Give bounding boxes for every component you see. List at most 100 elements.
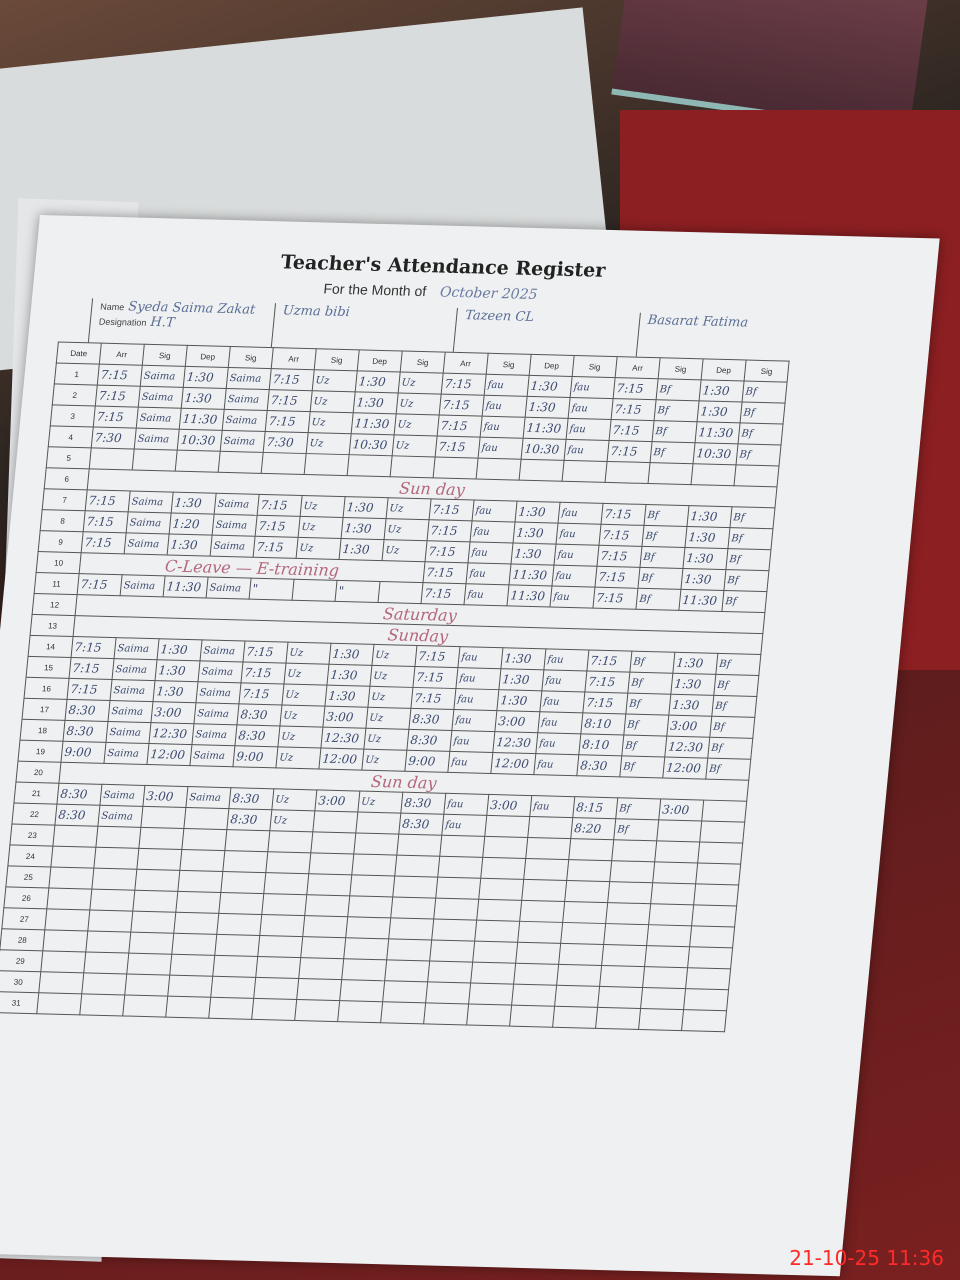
signature-cell: fau [441, 814, 487, 837]
time-cell: 1:30 [353, 391, 399, 414]
time-cell: 7:15 [437, 415, 483, 438]
time-cell [130, 911, 176, 934]
signature-cell: fau [478, 437, 524, 460]
time-cell: 7:15 [69, 657, 115, 680]
time-cell: 7:15 [609, 419, 655, 442]
time-cell: 12:00 [146, 743, 192, 766]
date-cell: 5 [46, 446, 92, 469]
time-cell: 8:30 [236, 703, 282, 726]
time-cell: 11:30 [508, 563, 554, 587]
signature-cell: Bf [705, 758, 751, 781]
time-cell [482, 836, 528, 859]
header-arr: Arr [443, 352, 489, 375]
signature-cell [263, 872, 309, 895]
signature-cell: Uz [312, 369, 358, 392]
time-cell [552, 1006, 598, 1029]
month-label: For the Month of [322, 280, 428, 300]
signature-cell [89, 889, 135, 912]
signature-cell: Uz [361, 749, 407, 772]
time-cell: 12:00 [490, 752, 536, 775]
time-cell: 8:30 [54, 804, 100, 827]
time-cell [132, 890, 178, 913]
signature-cell [429, 940, 475, 963]
signature-cell: Uz [285, 642, 331, 665]
time-cell: 7:15 [67, 678, 113, 701]
time-cell [433, 456, 479, 480]
signature-cell: fau [472, 499, 518, 523]
time-cell [138, 827, 184, 850]
signature-cell: Saima [189, 744, 235, 767]
signature-cell: Uz [384, 518, 430, 541]
signature-cell [183, 807, 229, 830]
time-cell: 11:30 [351, 412, 397, 435]
time-cell [466, 1003, 512, 1027]
time-cell: 8:30 [234, 724, 280, 747]
signature-cell: Uz [398, 371, 444, 395]
date-cell: 15 [26, 656, 72, 679]
signature-cell: Uz [394, 413, 440, 436]
signature-cell [599, 965, 645, 988]
time-cell [294, 999, 340, 1022]
time-cell [126, 953, 172, 976]
time-cell: 11:30 [163, 575, 209, 598]
time-cell [468, 983, 514, 1006]
signature-cell: Saima [134, 428, 180, 451]
date-cell: 4 [48, 425, 94, 448]
signature-cell: Bf [713, 674, 759, 697]
time-cell [310, 831, 356, 854]
signature-cell [683, 988, 729, 1011]
signature-cell: Saima [220, 430, 266, 453]
time-cell: 3:00 [666, 715, 712, 738]
time-cell: 3:00 [486, 794, 532, 817]
time-cell [48, 867, 94, 890]
signature-cell [165, 996, 211, 1019]
time-cell: 1:30 [699, 379, 745, 402]
signature-cell: Saima [224, 388, 270, 411]
signature-cell: Saima [136, 407, 182, 430]
teacher-4: Basarat Fatima [635, 312, 822, 362]
time-cell [40, 950, 86, 973]
time-cell: 1:20 [169, 513, 215, 536]
month-line: For the Month of October 2025 [323, 280, 539, 303]
signature-cell: Saima [193, 702, 239, 725]
signature-cell: Saima [222, 409, 268, 432]
signature-cell: fau [470, 520, 516, 543]
time-cell: 8:15 [572, 796, 618, 819]
signature-cell [595, 1007, 641, 1030]
time-cell [566, 859, 612, 882]
signature-cell [261, 893, 307, 916]
time-cell: 7:15 [601, 503, 647, 526]
time-cell [52, 825, 98, 848]
time-cell [638, 1008, 684, 1031]
time-cell: 9:00 [404, 750, 450, 773]
signature-cell [343, 937, 389, 960]
time-cell: 3:00 [150, 701, 196, 724]
time-cell: 7:15 [93, 406, 139, 429]
time-cell [124, 974, 170, 997]
signature-cell [304, 453, 350, 476]
signature-cell: fau [537, 711, 583, 734]
time-cell: 7:15 [253, 536, 299, 559]
time-cell: 1:30 [183, 366, 229, 389]
signature-cell: Saima [210, 535, 256, 558]
signature-cell: Uz [296, 537, 342, 560]
signature-cell: fau [566, 418, 612, 441]
date-cell: 7 [42, 488, 88, 511]
time-cell [222, 850, 268, 873]
time-cell [44, 908, 90, 931]
signature-cell [425, 981, 471, 1004]
signature-cell: Uz [365, 707, 411, 730]
signature-cell [685, 967, 731, 990]
time-cell [212, 955, 258, 978]
time-cell: 1:30 [697, 400, 743, 423]
date-cell: 9 [38, 530, 84, 553]
signature-cell: fau [484, 374, 530, 397]
signature-cell [519, 900, 565, 923]
signature-cell: Bf [619, 755, 665, 778]
date-cell: 12 [32, 593, 78, 616]
attendance-sheet: Teacher's Attendance Register For the Mo… [0, 215, 940, 1277]
time-cell: 1:30 [341, 517, 387, 540]
time-cell: 12:30 [148, 722, 194, 745]
signature-cell: Bf [738, 422, 784, 445]
time-cell: 1:30 [157, 638, 203, 661]
